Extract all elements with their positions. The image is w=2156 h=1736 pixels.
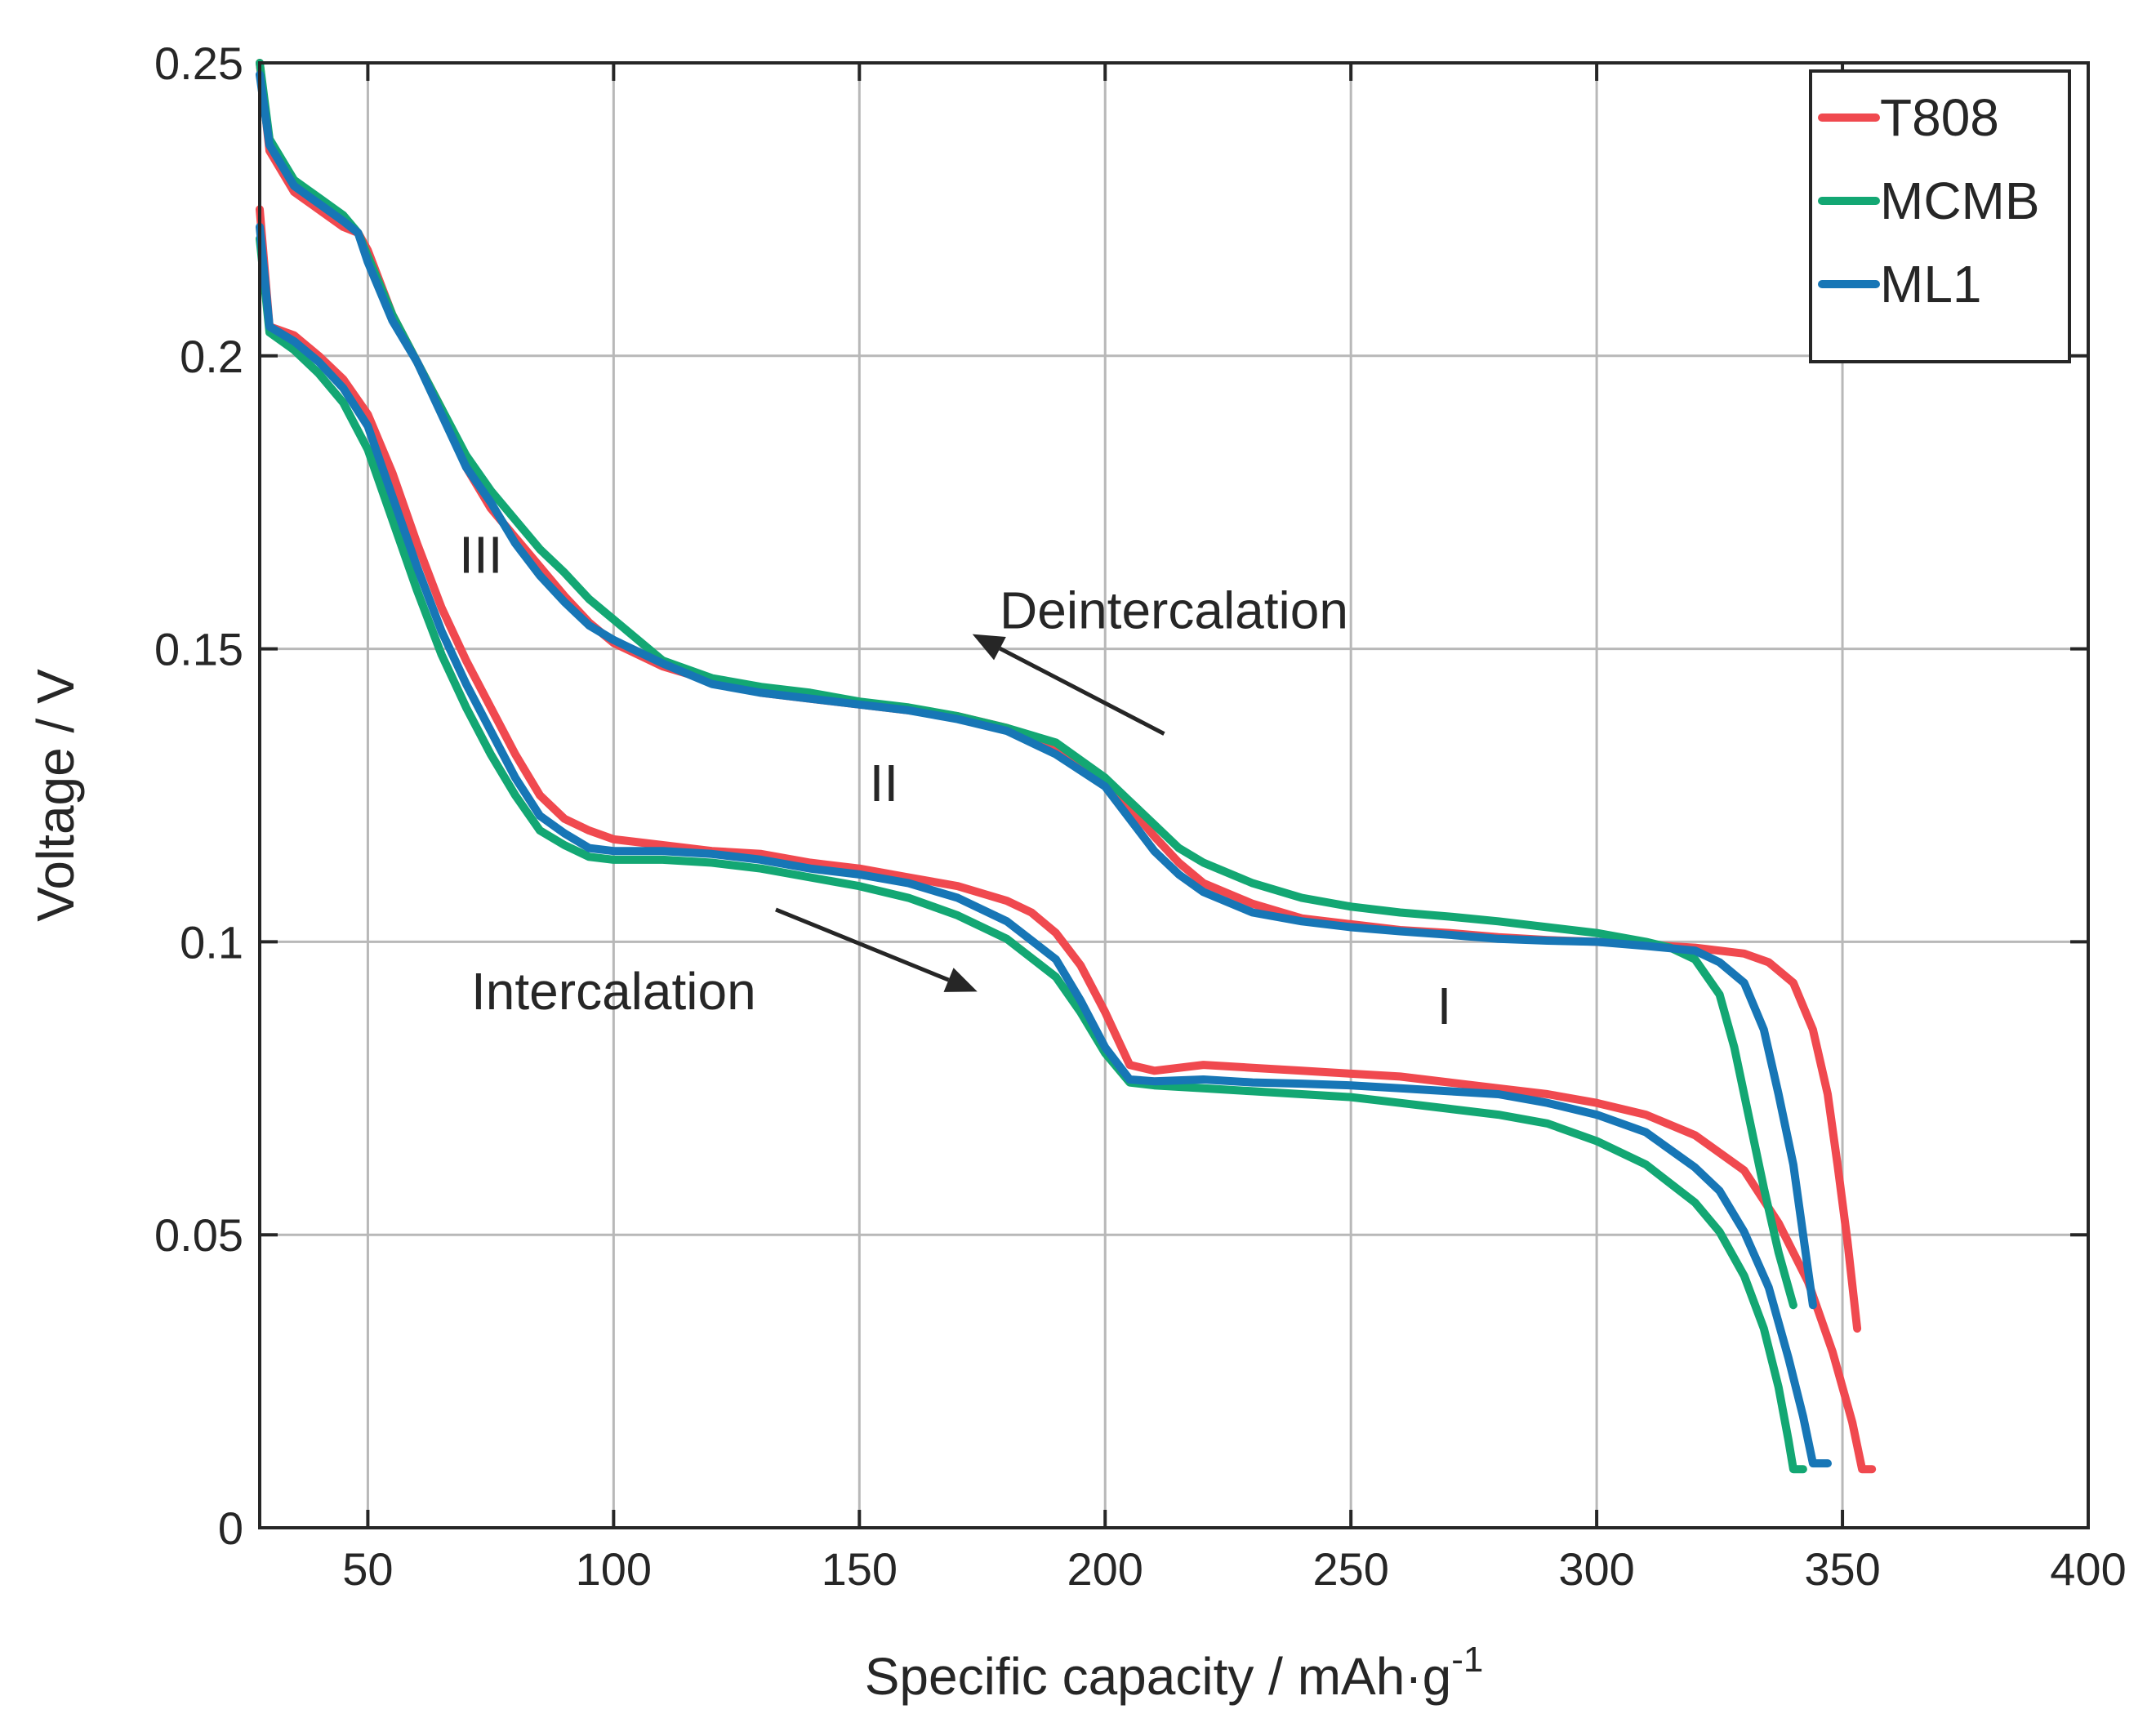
y-tick-label: 0.25 <box>154 38 243 89</box>
series-mcmb-intercalation-line <box>256 234 1807 1474</box>
x-axis-label: Specific capacity / mAh·g-1 <box>865 1640 1484 1706</box>
intercalation-arrow <box>775 907 978 992</box>
legend: T808 MCMB ML1 <box>1809 69 2071 363</box>
axes-frame <box>258 61 2090 1529</box>
annotation-i: I <box>1437 977 1452 1035</box>
y-tick-label: 0 <box>218 1502 243 1554</box>
y-tick-label: 0.05 <box>154 1209 243 1261</box>
arrow-shaft <box>999 646 1165 736</box>
series-t808-intercalation-line <box>256 205 1877 1474</box>
x-tick-label: 250 <box>1312 1543 1388 1595</box>
x-tick-label: 50 <box>342 1543 393 1595</box>
deintercalation-arrow <box>972 634 1165 736</box>
annotation-ii: II <box>870 754 899 812</box>
annotation-iii: III <box>459 525 502 584</box>
y-tick-label: 0.15 <box>154 624 243 675</box>
annotation-deintercalation: Deintercalation <box>1000 581 1348 639</box>
x-tick-label: 200 <box>1067 1543 1143 1595</box>
plot-series <box>256 59 1877 1474</box>
y-tick-label: 0.2 <box>180 331 243 382</box>
y-tick-label: 0.1 <box>180 916 243 968</box>
arrow-shaft <box>775 907 950 982</box>
y-axis-label: Voltage / V <box>26 669 85 922</box>
annotation-intercalation: Intercalation <box>471 962 756 1021</box>
arrow-head <box>972 634 1006 661</box>
x-tick-label: 350 <box>1804 1543 1880 1595</box>
series-ml1-intercalation-line <box>256 222 1832 1468</box>
series-ml1-deintercalation-line <box>256 70 1817 1310</box>
x-tick-label: 300 <box>1558 1543 1634 1595</box>
legend-label-mcmb: MCMB <box>1880 171 2040 230</box>
x-tick-label: 100 <box>576 1543 652 1595</box>
arrow-head <box>943 968 978 992</box>
axis-ticks: 50 100 150 200 250 300 350 400 0 0.05 0.1 0.15 0.2 0.… <box>154 38 2127 1595</box>
x-tick-label: 150 <box>822 1543 898 1595</box>
legend-label-ml1: ML1 <box>1880 255 1982 314</box>
x-tick-label: 400 <box>2050 1543 2126 1595</box>
legend-label-t808: T808 <box>1880 88 1999 147</box>
